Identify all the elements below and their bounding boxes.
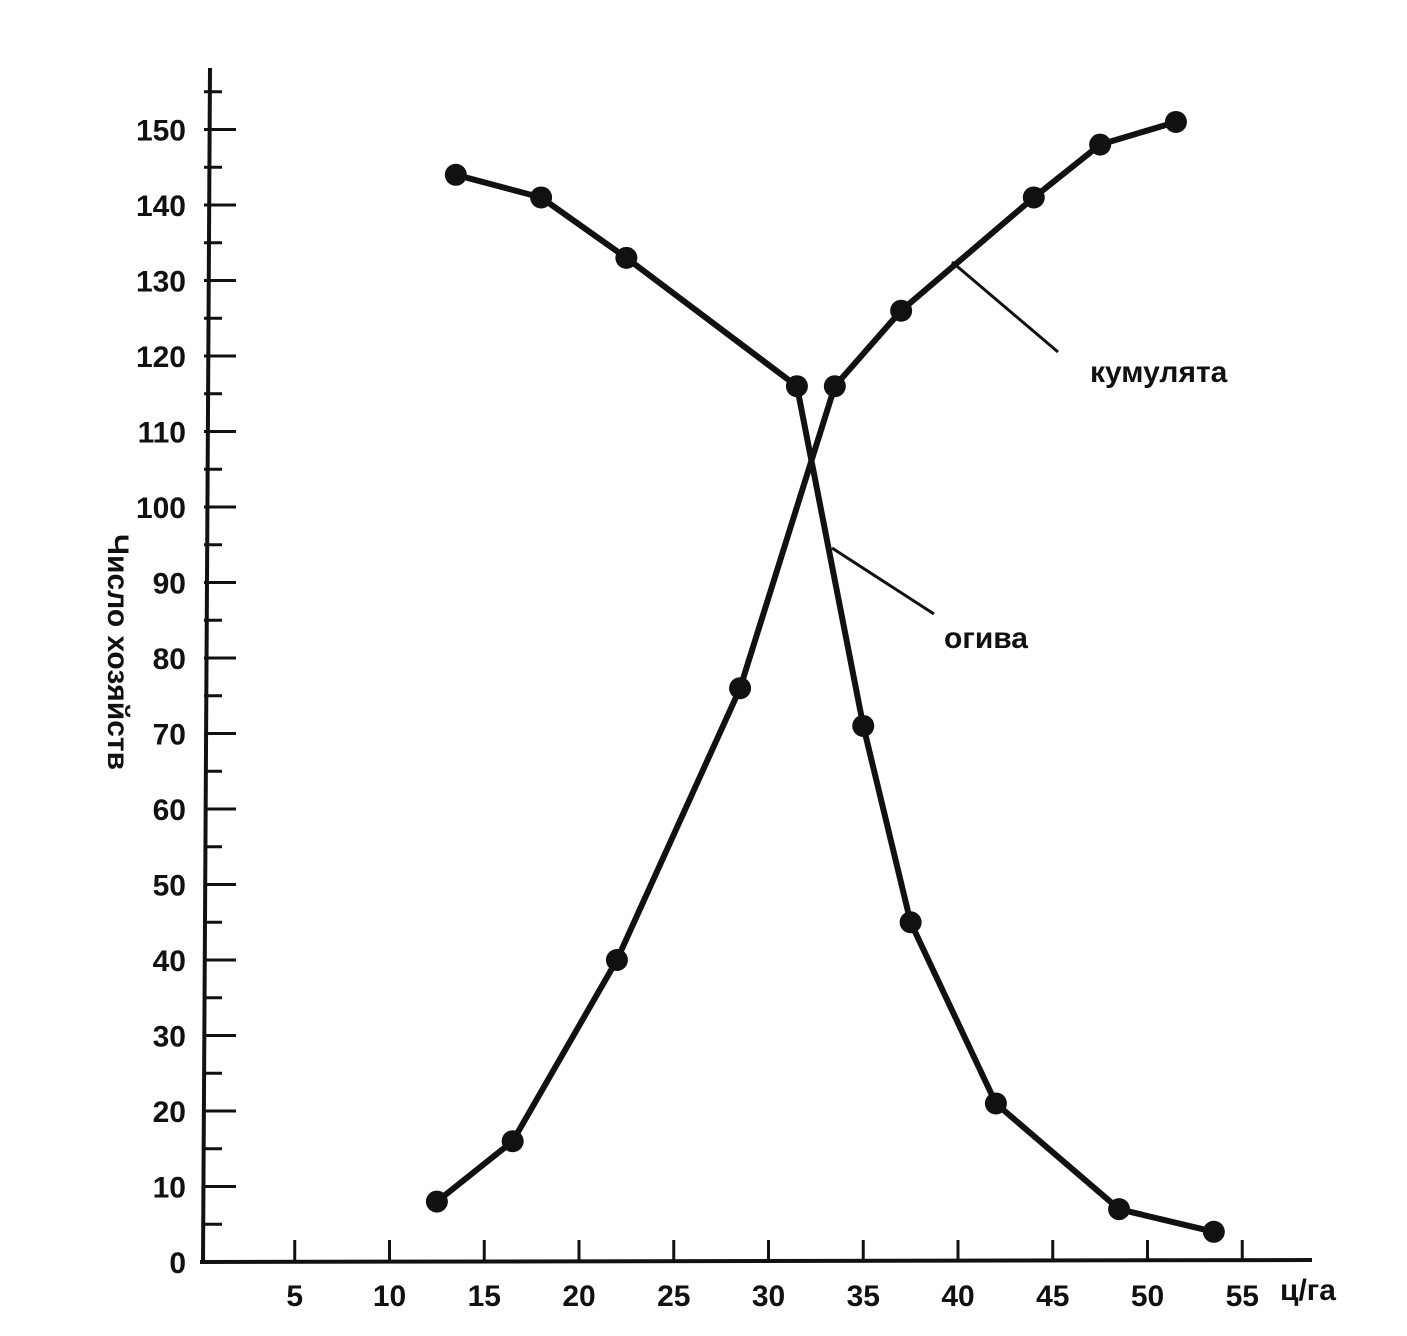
annotation-label: огива [944,622,1028,655]
x-tick-label: 10 [373,1280,406,1313]
series-line [435,119,1177,1204]
data-point [984,1092,1007,1115]
y-tick-label: 150 [136,115,186,148]
x-tick-label: 15 [468,1280,501,1313]
data-point [1022,186,1045,209]
annotation-label: кумулята [1090,356,1228,389]
data-point [425,1190,448,1213]
y-tick-label: 60 [153,794,186,827]
y-tick-label: 20 [153,1096,186,1129]
data-point [1202,1220,1225,1243]
x-tick-label: 30 [752,1280,785,1313]
data-point [444,163,467,186]
data-point [899,911,922,934]
data-point [890,299,913,322]
y-tick-label: 130 [136,266,186,299]
y-axis-label: Число хозяйств [101,534,134,770]
annotation-leader-line [951,260,1059,354]
series-kumulyata [425,110,1187,1213]
y-tick-label: 0 [169,1247,186,1280]
x-axis-line [199,1258,1313,1264]
series-layer [425,110,1225,1243]
x-axis-label: ц/га [1280,1274,1336,1307]
y-tick-label: 10 [153,1172,186,1205]
y-tick-label: 50 [153,870,186,903]
data-point [729,677,752,700]
y-tick-label: 70 [153,719,186,752]
x-tick-label: 20 [562,1280,595,1313]
series-ogiva [444,163,1225,1243]
data-point [1108,1198,1131,1221]
annotation-leader-line [831,546,935,616]
data-point [501,1130,524,1153]
x-tick-label: 50 [1131,1280,1164,1313]
x-tick-label: 55 [1226,1280,1259,1313]
data-point [785,375,808,398]
y-tick-label: 120 [136,341,186,374]
data-point [1089,133,1112,156]
x-tick-label: 45 [1036,1280,1069,1313]
data-point [615,246,638,269]
x-tick-label: 40 [941,1280,974,1313]
y-tick-label: 110 [138,417,186,450]
data-point [605,949,628,971]
axes [199,67,1313,1264]
y-tick-label: 90 [153,568,186,601]
x-axis-ticks: 5 10 15 20 25 30 35 40 45 50 55 [286,1240,1259,1313]
data-point [530,186,553,209]
data-point [823,375,846,398]
x-tick-label: 5 [286,1280,303,1313]
y-axis-line [201,67,212,1263]
annotations: кумулята огива [831,260,1228,655]
data-point [852,714,875,737]
series-line [455,171,1215,1235]
y-tick-label: 80 [153,643,186,676]
x-tick-label: 35 [847,1280,880,1313]
data-point [1164,110,1187,133]
x-tick-label: 25 [657,1280,690,1313]
y-tick-label: 30 [153,1021,186,1054]
y-tick-label: 100 [136,492,186,525]
y-axis-ticks: 0 10 20 30 40 50 60 70 80 90 100 110 120 130 140 150 [136,90,236,1280]
y-tick-label: 140 [136,190,186,223]
y-tick-label: 40 [153,945,186,978]
